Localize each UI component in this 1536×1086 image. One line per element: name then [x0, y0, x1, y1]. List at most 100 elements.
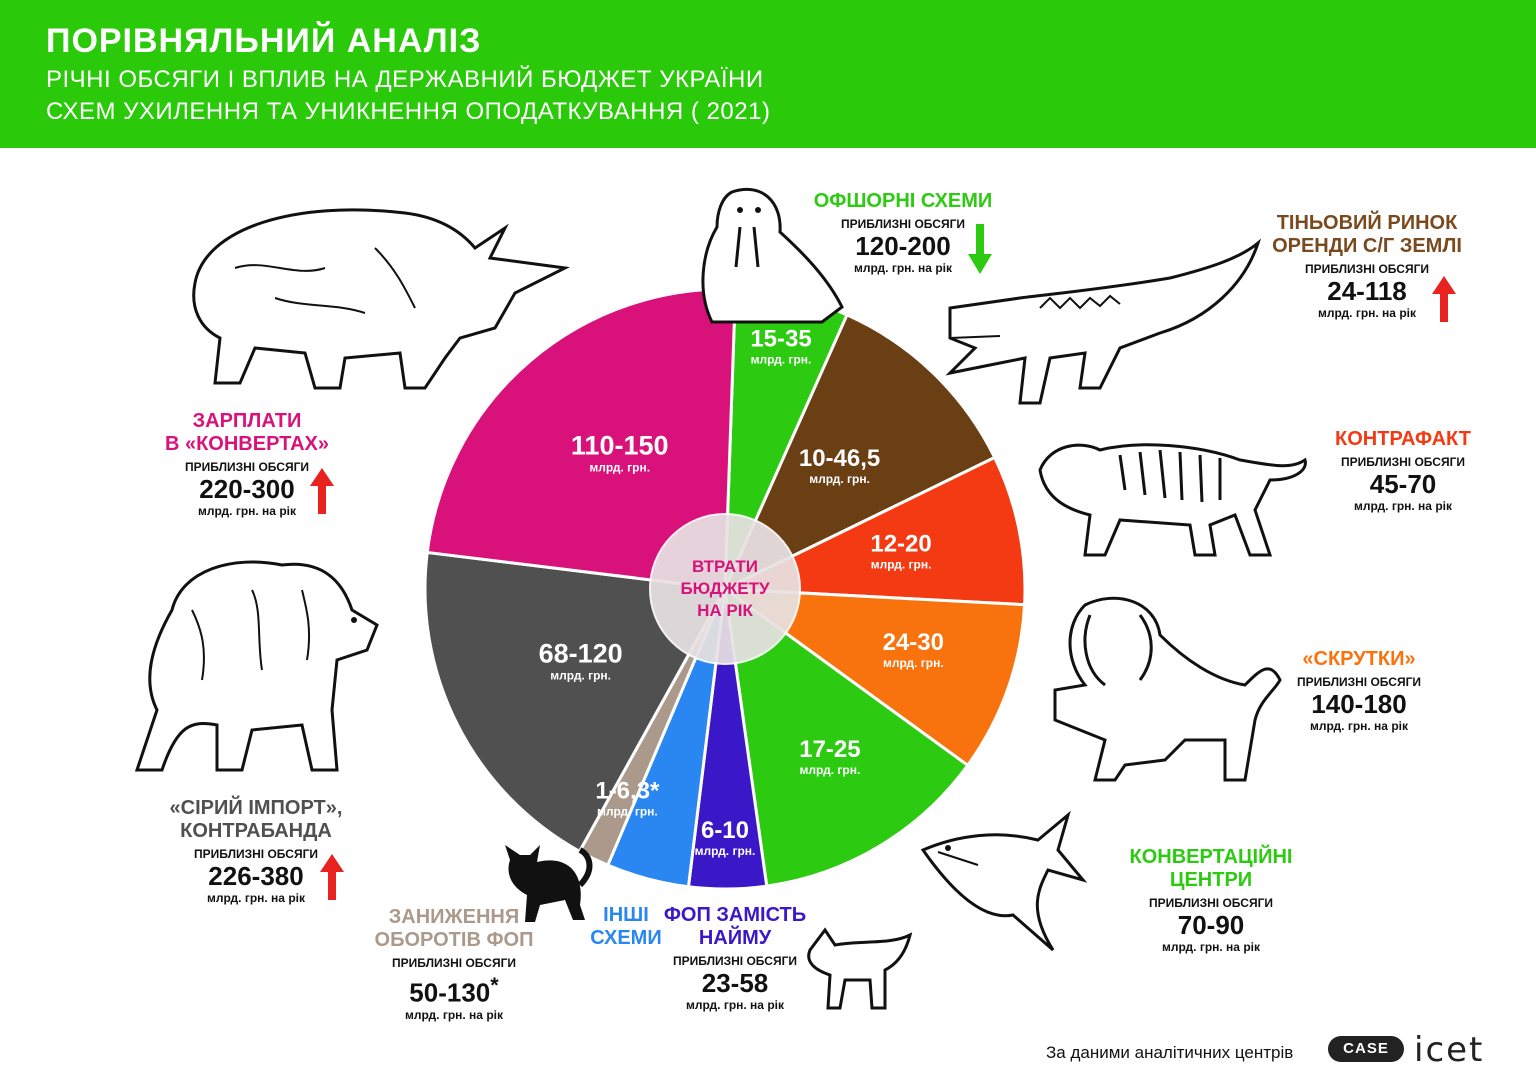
land-unit: млрд. грн. на рік: [1318, 306, 1416, 320]
pie-slices: [423, 287, 1027, 891]
other-name-line2: СХЕМИ: [590, 927, 662, 949]
twists-volume-label: ПРИБЛИЗНІ ОБСЯГИ: [1297, 675, 1421, 689]
counterfeit-name: КОНТРАФАКТ: [1335, 428, 1471, 450]
counterfeit-volume: 45-70: [1369, 469, 1437, 499]
salaries-name-line1: ЗАРПЛАТИ: [192, 410, 302, 432]
fop-hiring-name-line1: ФОП ЗАМІСТЬ: [663, 904, 807, 926]
land-block: ТІНЬОВИЙ РИНОК ОРЕНДИ С/Г ЗЕМЛІ ПРИБЛИЗН…: [1262, 212, 1472, 320]
wolf-icon: [807, 927, 913, 1010]
pie-slice-10-unit-label: млрд. грн.: [589, 460, 650, 474]
counterfeit-unit: млрд. грн. на рік: [1354, 499, 1452, 513]
gray-import-unit: млрд. грн. на рік: [207, 891, 305, 905]
land-volume: 24-118: [1327, 276, 1407, 306]
conversion-name-line2: ЦЕНТРИ: [1169, 869, 1253, 891]
page-title: ПОРІВНЯЛЬНИЙ АНАЛІЗ: [46, 22, 482, 60]
pie-slice-10-value-label: 110-150: [571, 430, 669, 460]
pie-slice-8-value-label: 1-6,3*: [595, 777, 660, 804]
conversion-unit: млрд. грн. на рік: [1162, 940, 1260, 954]
center-label-line3: НА РІК: [697, 601, 753, 620]
bear-icon: [134, 560, 379, 772]
rhino-icon: [192, 208, 570, 390]
conversion-volume-label: ПРИБЛИЗНІ ОБСЯГИ: [1149, 896, 1273, 910]
pie-slice-6-value-label: 6-10: [701, 817, 749, 844]
land-name-line1: ТІНЬОВИЙ РИНОК: [1276, 212, 1458, 234]
pie-slice-9-value-label: 68-120: [539, 639, 623, 669]
offshore-volume-label: ПРИБЛИЗНІ ОБСЯГИ: [841, 217, 965, 231]
offshore-unit: млрд. грн. на рік: [854, 261, 952, 275]
icet-logo: icet: [1414, 1030, 1485, 1070]
crocodile-icon: [945, 238, 1262, 405]
shark-icon: [920, 810, 1088, 952]
twists-unit: млрд. грн. на рік: [1310, 719, 1408, 733]
gray-import-trend-up-icon: [320, 854, 344, 900]
twists-name: «СКРУТКИ»: [1302, 648, 1416, 670]
pie-slice-5-unit-label: млрд. грн.: [800, 763, 861, 777]
pie-slice-4: [720, 587, 1027, 768]
fop-turnover-volume-label: ПРИБЛИЗНІ ОБСЯГИ: [392, 956, 516, 970]
conversion-block: КОНВЕРТАЦІЙНІ ЦЕНТРИ ПРИБЛИЗНІ ОБСЯГИ 70…: [1118, 846, 1304, 954]
twists-block: «СКРУТКИ» ПРИБЛИЗНІ ОБСЯГИ 140-180 млрд.…: [1282, 648, 1436, 733]
fop-turnover-volume: 50-130: [409, 977, 491, 1008]
fop-turnover-block: ЗАНИЖЕННЯ ОБОРОТІВ ФОП ПРИБЛИЗНІ ОБСЯГИ …: [354, 906, 554, 1022]
other-block: ІНШІ СХЕМИ: [584, 904, 668, 950]
gray-import-volume-label: ПРИБЛИЗНІ ОБСЯГИ: [194, 847, 318, 861]
pie-slice-9-unit-label: млрд. грн.: [550, 669, 611, 683]
header-banner: ПОРІВНЯЛЬНИЙ АНАЛІЗ РІЧНІ ОБСЯГИ І ВПЛИВ…: [0, 0, 1536, 148]
gray-import-name-line2: КОНТРАБАНДА: [180, 820, 332, 842]
conversion-volume: 70-90: [1177, 910, 1245, 940]
lion-icon: [1053, 596, 1282, 782]
fop-hiring-unit: млрд. грн. на рік: [686, 998, 784, 1012]
land-name-line2: ОРЕНДИ С/Г ЗЕМЛІ: [1272, 235, 1462, 257]
fop-turnover-unit: млрд. грн. на рік: [405, 1007, 503, 1022]
salaries-volume: 220-300: [199, 474, 295, 504]
tiger-icon: [1038, 443, 1307, 557]
walrus-icon: [701, 187, 844, 324]
gray-import-block: «СІРИЙ ІМПОРТ», КОНТРАБАНДА ПРИБЛИЗНІ ОБ…: [164, 797, 348, 905]
salaries-name-line2: В «КОНВЕРТАХ»: [164, 433, 330, 455]
gray-import-name-line1: «СІРИЙ ІМПОРТ»,: [169, 797, 343, 819]
offshore-block: ОФШОРНІ СХЕМИ ПРИБЛИЗНІ ОБСЯГИ 120-200 м…: [810, 190, 996, 275]
pie-slice-1-unit-label: млрд. грн.: [751, 352, 812, 366]
salaries-volume-label: ПРИБЛИЗНІ ОБСЯГИ: [185, 460, 309, 474]
fop-turnover-volume-row: 50-130*: [354, 970, 554, 1008]
pie-slice-8-unit-label: млрд. грн.: [597, 804, 658, 818]
page-subtitle-line1: РІЧНІ ОБСЯГИ І ВПЛИВ НА ДЕРЖАВНИЙ БЮДЖЕТ…: [46, 66, 764, 93]
pie-slice-2-value-label: 10-46,5: [799, 445, 880, 472]
pie-slice-2: [721, 312, 997, 593]
pie-center: ВТРАТИ БЮДЖЕТУ НА РІК: [649, 513, 801, 665]
pie-slice-9: [423, 550, 728, 854]
pie-slice-3-value-label: 12-20: [870, 531, 931, 558]
land-trend-up-icon: [1432, 276, 1456, 322]
pie-slice-6-unit-label: млрд. грн.: [695, 844, 756, 858]
offshore-volume: 120-200: [855, 231, 951, 261]
source-note: За даними аналітичних центрів: [1046, 1043, 1294, 1062]
offshore-name: ОФШОРНІ СХЕМИ: [813, 190, 993, 212]
pie-center-circle: [649, 513, 801, 665]
counterfeit-volume-label: ПРИБЛИЗНІ ОБСЯГИ: [1341, 455, 1465, 469]
counterfeit-block: КОНТРАФАКТ ПРИБЛИЗНІ ОБСЯГИ 45-70 млрд. …: [1320, 428, 1486, 513]
pie-slice-2-unit-label: млрд. грн.: [809, 472, 870, 486]
pie-slice-3: [719, 455, 1027, 607]
fop-hiring-volume: 23-58: [701, 968, 769, 998]
offshore-trend-down-icon: [968, 224, 992, 274]
pie-slice-5-value-label: 17-25: [799, 736, 860, 763]
pie-slice-1-value-label: 15-35: [750, 325, 811, 352]
conversion-name-line1: КОНВЕРТАЦІЙНІ: [1129, 846, 1293, 868]
pie-slice-4-unit-label: млрд. грн.: [883, 656, 944, 670]
pie-slice-3-unit-label: млрд. грн.: [871, 558, 932, 572]
pie-slice-5: [723, 585, 970, 888]
center-label-line1: ВТРАТИ: [692, 557, 758, 576]
case-logo: CASE: [1328, 1036, 1404, 1062]
page-subtitle-line2: СХЕМ УХИЛЕННЯ ТА УНИКНЕННЯ ОПОДАТКУВАННЯ…: [46, 98, 771, 125]
cat-icon: [505, 845, 593, 922]
center-label-line2: БЮДЖЕТУ: [680, 579, 770, 598]
fop-turnover-name-line1: ЗАНИЖЕННЯ: [388, 906, 520, 928]
salaries-trend-up-icon: [310, 468, 334, 514]
land-volume-label: ПРИБЛИЗНІ ОБСЯГИ: [1305, 262, 1429, 276]
fop-hiring-block: ФОП ЗАМІСТЬ НАЙМУ ПРИБЛИЗНІ ОБСЯГИ 23-58…: [660, 904, 810, 1012]
salaries-block: ЗАРПЛАТИ В «КОНВЕРТАХ» ПРИБЛИЗНІ ОБСЯГИ …: [160, 410, 334, 518]
salaries-unit: млрд. грн. на рік: [198, 504, 296, 518]
fop-hiring-name-line2: НАЙМУ: [698, 927, 772, 949]
